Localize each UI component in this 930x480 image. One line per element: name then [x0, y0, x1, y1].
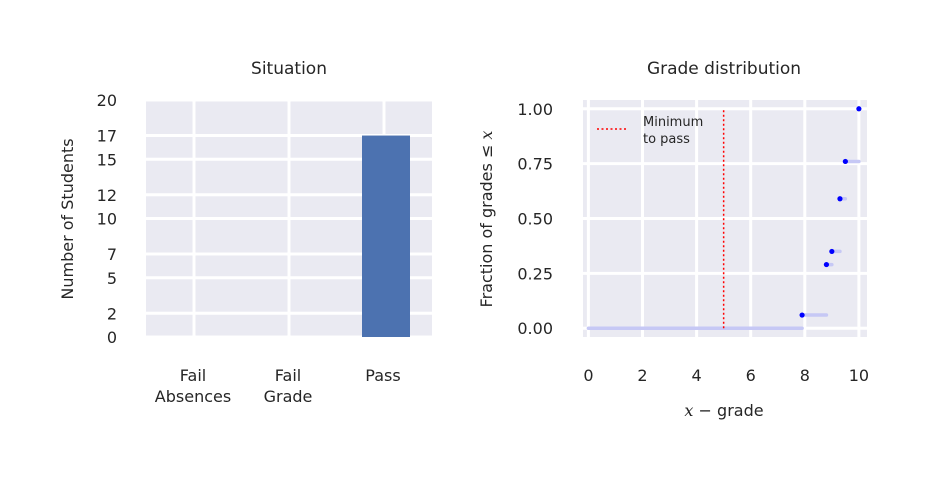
ecdf-legend: Minimum to pass: [597, 115, 703, 147]
ecdf-points: [799, 106, 862, 318]
bar-y-tick-label: 17: [97, 127, 117, 146]
bar-y-tick-label: 20: [97, 91, 117, 110]
bar-pass: [362, 135, 410, 337]
bar-y-tick-labels: 0 2 5 7 10 12 15 17 20: [97, 91, 117, 347]
bar-y-axis-label: Number of Students: [58, 138, 77, 299]
bar-x-tick-label-line-1: Pass: [365, 366, 400, 385]
bar-y-tick-label: 10: [97, 210, 117, 229]
ecdf-point: [842, 158, 848, 165]
ecdf-y-axis-label: Fraction of grades ≤ x: [477, 131, 496, 308]
ecdf-chart-title: Grade distribution: [647, 59, 801, 79]
ecdf-point: [823, 261, 830, 268]
ecdf-x-tick-label: 8: [800, 366, 810, 385]
ecdf-y-tick-label: 0.25: [517, 264, 553, 283]
bar-x-tick-label-line-2: Absences: [155, 387, 231, 406]
ecdf-y-tick-labels: 0.00 0.25 0.50 0.75 1.00: [517, 100, 553, 338]
ecdf-x-tick-labels: 0 2 4 6 8 10: [583, 366, 869, 385]
ecdf-y-tick-label: 0.50: [517, 210, 553, 229]
bar-y-tick-label: 7: [107, 245, 117, 264]
bar-y-tick-label: 12: [97, 186, 117, 205]
ecdf-point: [799, 312, 805, 318]
ecdf-x-axis-var: x: [684, 401, 693, 420]
ecdf-x-tick-label: 4: [692, 366, 702, 385]
bar-gridlines: [146, 98, 432, 339]
bar-marks: [362, 135, 410, 337]
ecdf-y-axis-var: x: [477, 131, 496, 140]
ecdf-x-axis-rest: − grade: [693, 401, 763, 420]
bar-chart-title: Situation: [251, 59, 327, 79]
bar-y-tick-label: 15: [97, 150, 117, 169]
ecdf-point: [856, 106, 862, 112]
ecdf-x-tick-label: 0: [583, 366, 593, 385]
bar-y-tick-label: 2: [107, 304, 117, 323]
ecdf-x-tick-label: 2: [637, 366, 647, 385]
bar-x-tick-labels: Fail Absences Fail Grade Pass: [155, 366, 401, 406]
ecdf-step-lines: [586, 159, 861, 330]
bar-x-tick-label-line-1: Fail: [180, 366, 206, 385]
ecdf-y-tick-label: 0.00: [517, 319, 553, 338]
bar-y-tick-label: 0: [107, 328, 117, 347]
bar-chart: 0 2 5 7 10 12 15 17 20 Fail Absences Fail Grade Pass…: [58, 59, 432, 406]
bar-x-tick-label-line-1: Fail: [275, 366, 301, 385]
ecdf-x-axis-label: x − grade: [684, 401, 763, 420]
ecdf-chart: 0.00 0.25 0.50 0.75 1.00 0 2 4 6 8 10 Minimum to …: [477, 59, 869, 420]
ecdf-x-tick-label: 10: [849, 366, 869, 385]
legend-label-line-1: Minimum: [643, 115, 703, 130]
legend-label-line-2: to pass: [643, 132, 690, 147]
bar-y-tick-label: 5: [107, 269, 117, 288]
ecdf-y-tick-label: 0.75: [517, 155, 553, 174]
bar-x-tick-label-line-2: Grade: [264, 387, 313, 406]
ecdf-point: [837, 196, 843, 202]
ecdf-x-tick-label: 6: [746, 366, 756, 385]
ecdf-y-axis-text: Fraction of grades ≤: [477, 140, 496, 308]
ecdf-y-tick-label: 1.00: [517, 100, 553, 119]
ecdf-point: [829, 248, 835, 255]
